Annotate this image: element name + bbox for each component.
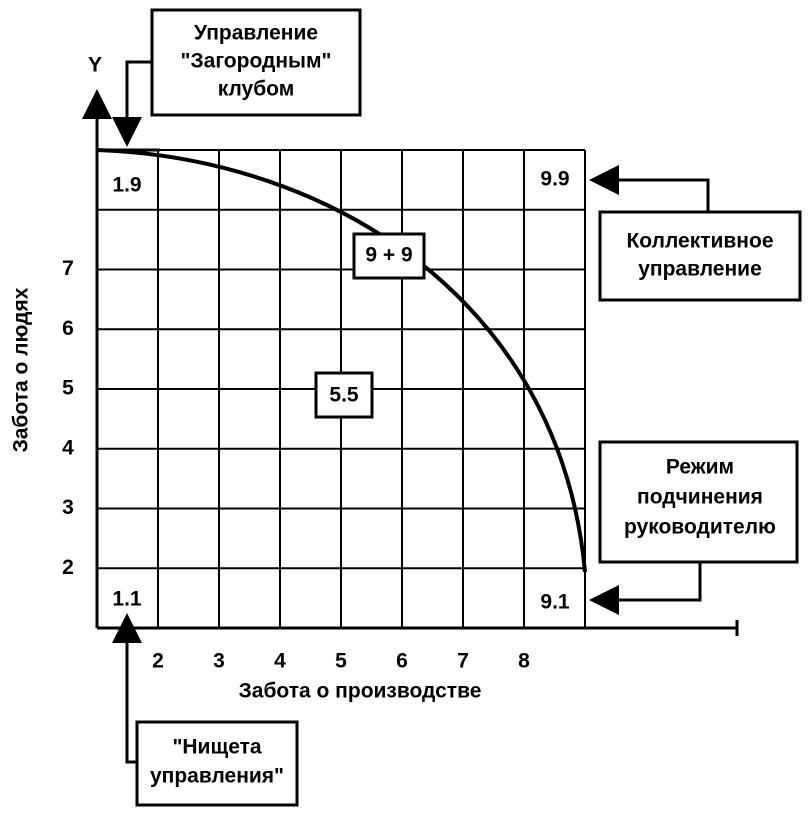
cell-label: 5.5 <box>329 384 359 407</box>
x-tick-label: 8 <box>518 650 530 673</box>
callout-box <box>598 440 799 564</box>
callout-line: Коллективное <box>626 230 773 253</box>
x-tick-label: 7 <box>457 650 469 673</box>
callout-line: Режим <box>666 456 734 479</box>
callout-line: управления" <box>150 765 284 788</box>
cell-bg <box>100 168 154 202</box>
y-tick-label: 3 <box>62 496 74 519</box>
callout-line: руководителю <box>624 516 776 539</box>
y-tick-label: 6 <box>62 317 74 340</box>
x-tick-label: 2 <box>152 650 164 673</box>
callout-box <box>135 720 299 807</box>
arrow <box>112 60 152 147</box>
y-title: Забота о людях <box>10 287 33 452</box>
cell-label: 9.1 <box>540 591 570 614</box>
cell-label: 1.9 <box>112 174 141 197</box>
cell-label: 1.1 <box>112 588 142 611</box>
x-tick-label: 4 <box>274 650 286 673</box>
y-tick-label: 4 <box>62 436 74 459</box>
callout-line: "Загородным" <box>181 50 332 73</box>
x-tick-label: 5 <box>335 650 347 673</box>
arrow <box>589 165 710 212</box>
callout-line: Управление <box>194 22 318 45</box>
x-title: Забота о производстве <box>239 680 482 703</box>
callout-box <box>150 8 362 117</box>
x-tick-label: 6 <box>396 650 408 673</box>
arrow <box>112 613 142 764</box>
cell-bg <box>527 586 583 620</box>
callout-line: клубом <box>218 78 295 101</box>
callout-line: управление <box>638 258 762 281</box>
callout-box <box>598 210 802 302</box>
callout-line: "Нищета <box>172 736 261 759</box>
y-tick-label: 2 <box>62 556 74 579</box>
grid <box>97 149 586 628</box>
y-tick-label: 5 <box>62 377 74 400</box>
cell-label: 9.9 <box>540 168 569 191</box>
cell-bg <box>527 164 583 198</box>
arrow <box>589 562 702 615</box>
y-tick-label: 7 <box>62 257 74 280</box>
curve-box <box>352 232 426 280</box>
x-tick-label: 3 <box>213 650 225 673</box>
cell-label: 9 + 9 <box>365 244 412 267</box>
center-box <box>314 371 374 419</box>
callout-line: подчинения <box>637 486 763 509</box>
y-symbol: Y <box>88 54 102 77</box>
